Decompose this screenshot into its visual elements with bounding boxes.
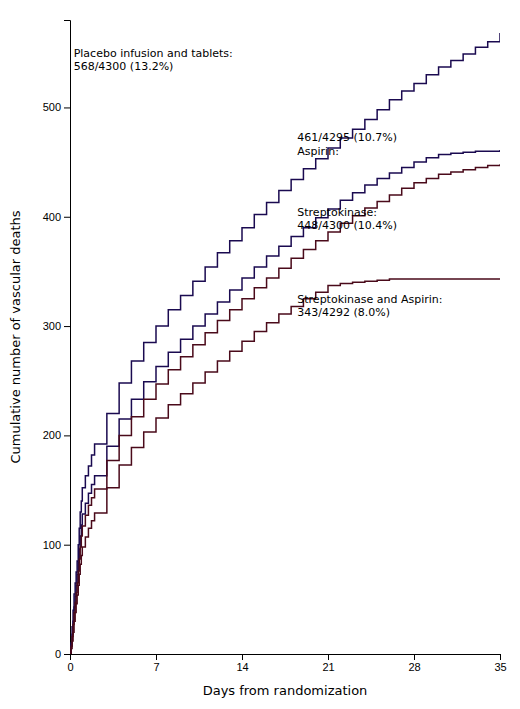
- lines: [70, 33, 500, 654]
- annotations: Placebo infusion and tablets:568/4300 (1…: [74, 47, 443, 319]
- y-axis-line: [64, 21, 71, 655]
- step-line: [70, 164, 500, 654]
- x-tick: 21: [322, 654, 334, 673]
- chart: 0 7 14 21 28 35 0 100 200 300 400 500 Placebo infusi…: [0, 0, 520, 709]
- annotation-line: Streptokinase:: [297, 206, 377, 219]
- y-tick: 200: [43, 429, 70, 441]
- x-tick-label: 35: [494, 661, 506, 673]
- x-tick-mark: [328, 654, 329, 660]
- annotation-line: 343/4292 (8.0%): [297, 306, 390, 319]
- y-tick: 100: [43, 539, 70, 551]
- y-tick-label: 0: [55, 648, 61, 660]
- y-tick-mark: [64, 545, 70, 546]
- x-tick-mark: [414, 654, 415, 660]
- x-tick: 14: [236, 654, 248, 673]
- annotation-line: 568/4300 (13.2%): [74, 60, 174, 73]
- annotation-line: 461/4295 (10.7%): [297, 131, 397, 144]
- annotation-line: Aspirin:: [297, 145, 339, 158]
- y-axis-title: Cumulative number of vascular deaths: [8, 210, 23, 463]
- y-tick-mark: [64, 654, 70, 655]
- y-tick-mark: [64, 217, 70, 218]
- y-tick-mark: [64, 107, 70, 108]
- plot-area: 0 7 14 21 28 35 0 100 200 300 400 500 Placebo infusi…: [43, 21, 507, 673]
- y-tick-mark: [64, 435, 70, 436]
- x-tick-label: 14: [236, 661, 248, 673]
- x-tick-label: 21: [322, 661, 334, 673]
- annotation: Streptokinase:448/4300 (10.4%): [297, 206, 397, 232]
- y-tick: 500: [43, 101, 70, 113]
- annotation-line: Streptokinase and Aspirin:: [297, 293, 442, 306]
- step-line: [70, 33, 500, 654]
- x-tick-label: 0: [67, 661, 73, 673]
- y-tick-mark: [64, 326, 70, 327]
- y-tick: 0: [55, 648, 70, 660]
- y-tick: 300: [43, 320, 70, 332]
- y-tick-label: 200: [43, 429, 61, 441]
- y-tick: 400: [43, 211, 70, 223]
- annotation: Placebo infusion and tablets:568/4300 (1…: [74, 47, 233, 73]
- x-tick-mark: [500, 654, 501, 660]
- x-tick-mark: [242, 654, 243, 660]
- step-line: [70, 279, 500, 654]
- y-tick-label: 100: [43, 539, 61, 551]
- step-line: [70, 150, 500, 654]
- y-tick-label: 500: [43, 101, 61, 113]
- y-tick-label: 400: [43, 211, 61, 223]
- x-tick-label: 28: [408, 661, 420, 673]
- annotation: Streptokinase and Aspirin:343/4292 (8.0%…: [297, 293, 442, 319]
- x-axis-title: Days from randomization: [203, 683, 368, 698]
- x-tick-label: 7: [153, 661, 159, 673]
- x-tick-mark: [156, 654, 157, 660]
- y-tick-label: 300: [43, 320, 61, 332]
- annotation: 461/4295 (10.7%)Aspirin:: [297, 131, 397, 157]
- x-tick: 35: [494, 654, 506, 673]
- annotation-line: 448/4300 (10.4%): [297, 219, 397, 232]
- x-axis: 0 7 14 21 28 35: [67, 654, 506, 673]
- x-tick: 0: [67, 654, 73, 673]
- x-tick: 7: [153, 654, 159, 673]
- x-tick: 28: [408, 654, 420, 673]
- annotation-line: Placebo infusion and tablets:: [74, 47, 233, 60]
- x-axis-line: [71, 655, 501, 661]
- y-axis: 0 100 200 300 400 500: [43, 21, 71, 661]
